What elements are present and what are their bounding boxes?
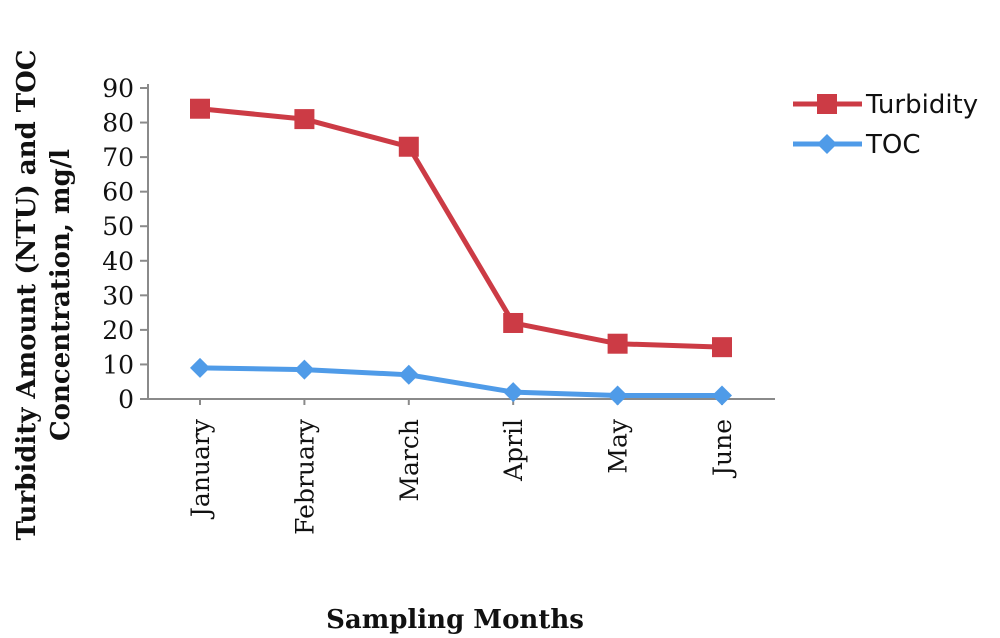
- turbidity-data-point: [607, 333, 628, 354]
- x-tick-label: June: [708, 419, 737, 479]
- toc-data-point: [398, 364, 419, 385]
- y-tick-label: 40: [102, 247, 134, 276]
- turbidity-data-point: [398, 136, 419, 157]
- y-tick-label: 0: [118, 385, 134, 414]
- legend-turbidity-marker: [817, 94, 837, 114]
- y-axis-title: Turbidity Amount (NTU) and TOC Concentra…: [12, 50, 76, 541]
- y-axis-title-line-2: Concentration, mg/l: [46, 149, 76, 441]
- x-tick-label: January: [186, 418, 215, 520]
- y-tick-label: 20: [102, 316, 134, 345]
- y-tick-label: 30: [102, 281, 134, 310]
- legend-toc-label: TOC: [865, 130, 921, 160]
- y-tick-label: 70: [102, 143, 134, 172]
- y-axis-title-line-1: Turbidity Amount (NTU) and TOC: [12, 50, 42, 541]
- x-axis-title: Sampling Months: [326, 605, 584, 635]
- turbidity-data-point: [712, 337, 732, 358]
- toc-data-point: [712, 385, 732, 406]
- toc-data-point: [294, 359, 315, 380]
- y-tick-label: 90: [102, 74, 134, 103]
- turbidity-data-point: [503, 312, 524, 333]
- y-tick-label: 60: [102, 178, 134, 207]
- y-tick-label: 50: [102, 212, 134, 241]
- legend-turbidity-label: Turbidity: [865, 90, 978, 120]
- x-tick-label: April: [499, 419, 528, 482]
- y-tick-label: 80: [102, 109, 134, 138]
- toc-data-point: [607, 385, 628, 406]
- turbidity-data-point: [190, 98, 210, 119]
- x-tick-label: March: [395, 419, 424, 502]
- x-tick-label: May: [604, 418, 633, 474]
- toc-series-line: [197, 365, 725, 399]
- turbidity-data-point: [294, 109, 315, 130]
- y-tick-label: 10: [102, 350, 134, 379]
- toc-data-point: [503, 382, 524, 403]
- legend-toc-marker: [817, 134, 837, 154]
- toc-data-point: [190, 357, 210, 378]
- x-tick-label: February: [290, 418, 319, 535]
- turbidity-series-line: [197, 106, 725, 350]
